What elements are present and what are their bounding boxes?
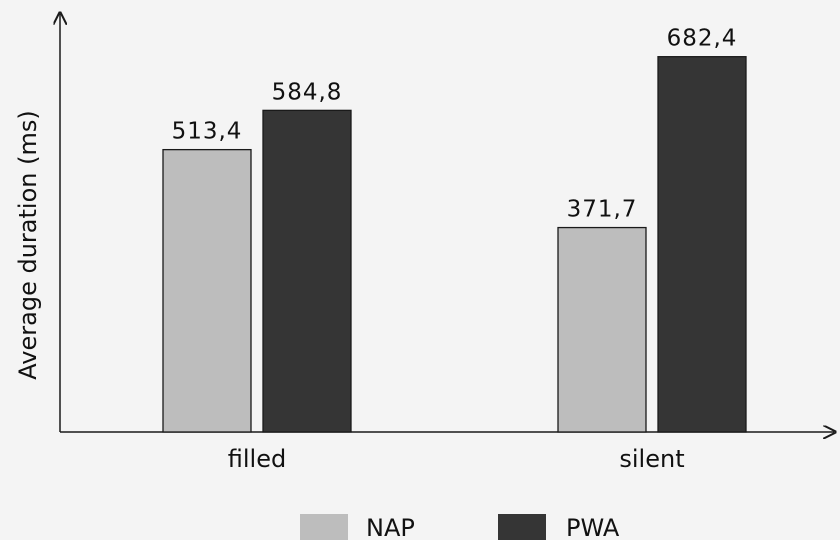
bar-nap-filled (162, 148, 252, 433)
category-label-silent: silent (619, 445, 684, 473)
value-labels-layer: 513,4 584,8 371,7 682,4 (172, 26, 738, 223)
legend-label-pwa: PWA (566, 514, 620, 540)
legend-swatch-nap (300, 514, 348, 540)
legend-label-nap: NAP (366, 514, 415, 540)
value-label-nap-filled: 513,4 (172, 119, 243, 145)
category-labels-layer: filled silent (228, 445, 685, 473)
legend-swatch-pwa (498, 514, 546, 540)
value-label-pwa-filled: 584,8 (272, 79, 343, 105)
bar-nap-silent (557, 226, 647, 433)
value-label-pwa-silent: 682,4 (667, 26, 738, 52)
bars-layer (162, 56, 747, 433)
legend: NAP PWA (300, 514, 620, 540)
category-label-filled: filled (228, 445, 286, 473)
y-axis-label: Average duration (ms) (14, 110, 42, 379)
bar-pwa-filled (262, 109, 352, 433)
bar-pwa-silent (657, 56, 747, 433)
value-label-nap-silent: 371,7 (567, 197, 638, 223)
